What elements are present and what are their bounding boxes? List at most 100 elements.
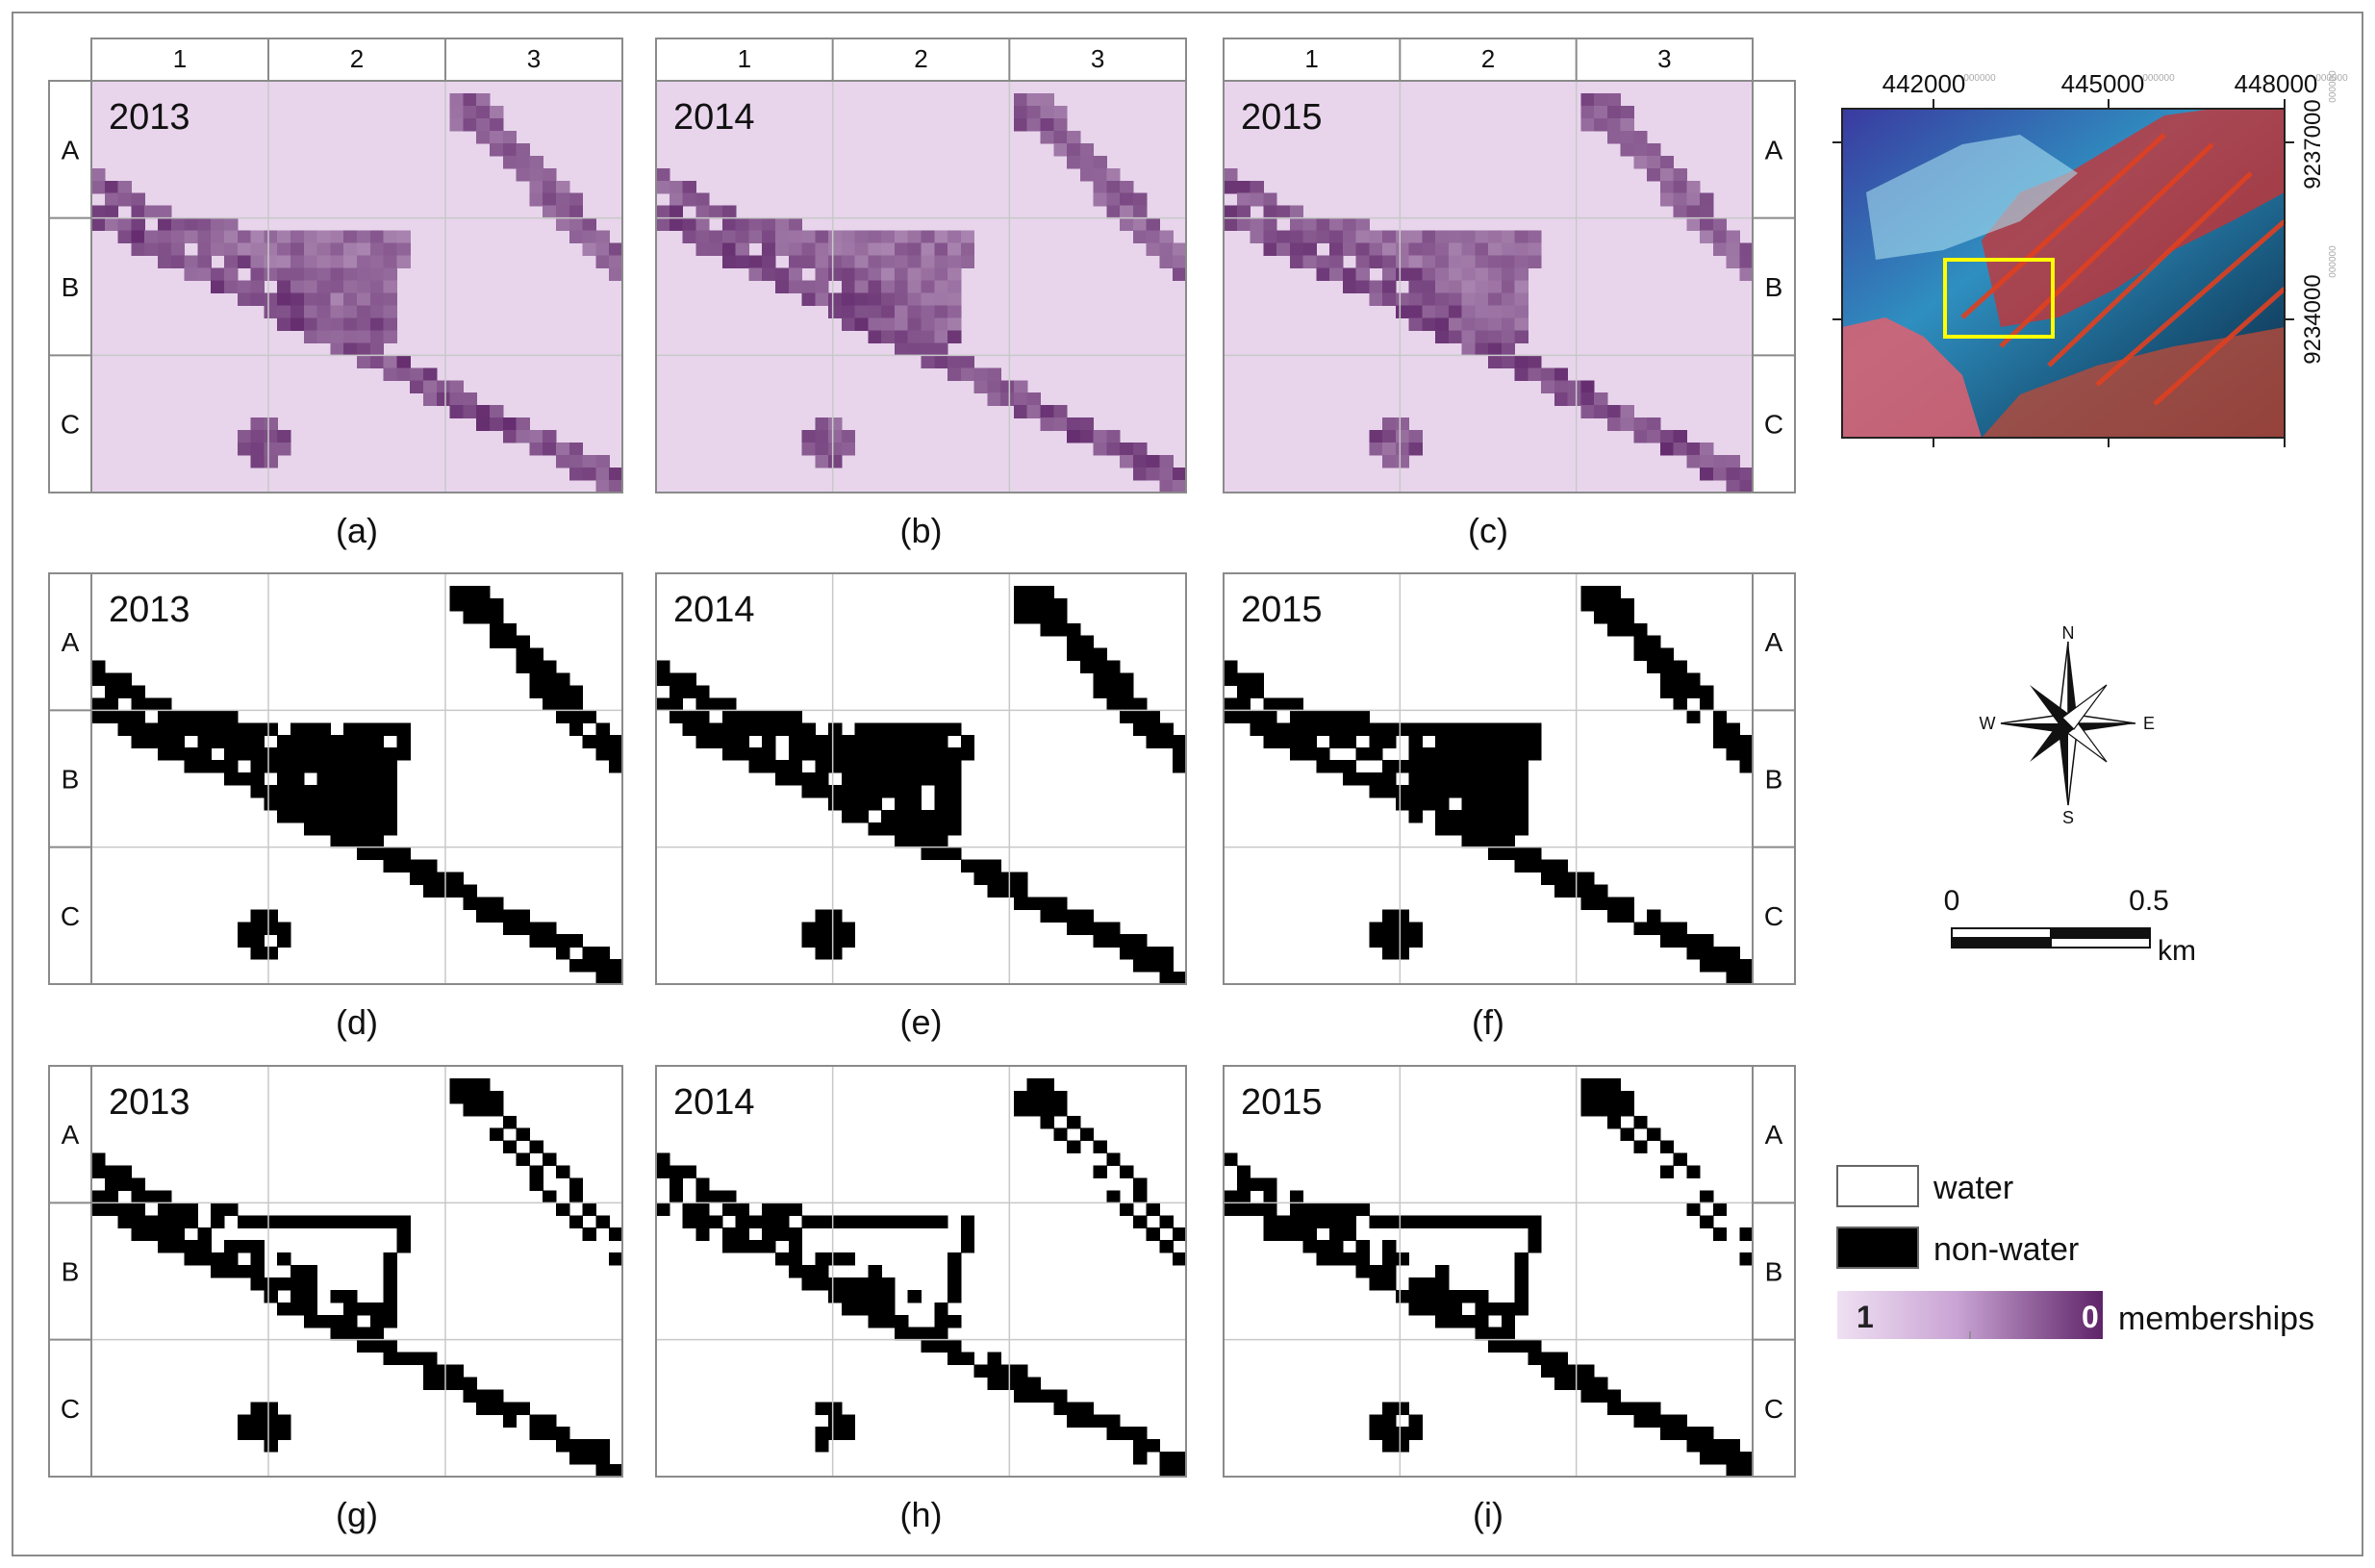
row-label: B bbox=[1765, 272, 1783, 302]
south-label: S bbox=[2062, 808, 2074, 827]
x-tick-label-1: 442000 bbox=[1882, 69, 1966, 98]
panel-f: A B C 2015 (f) bbox=[1223, 572, 1796, 1042]
location-map-frame bbox=[1841, 108, 2286, 439]
row-label: B bbox=[1765, 765, 1783, 795]
legend-membership-high: 1 bbox=[1857, 1300, 1874, 1334]
row-label: A bbox=[62, 627, 80, 657]
outer-frame bbox=[12, 12, 2363, 1556]
column-header bbox=[655, 38, 1187, 82]
location-map: 442000 000000 445000 000000 448000 00000… bbox=[1832, 69, 2348, 447]
east-label: E bbox=[2143, 714, 2155, 733]
panel-g: A B C 2013 (g) bbox=[48, 1065, 623, 1534]
panel-caption: (c) bbox=[1468, 511, 1508, 550]
panel-b: 1 2 3 2014 (b) bbox=[655, 38, 1187, 550]
x-tick-label-2: 445000 bbox=[2061, 69, 2145, 98]
compass-rose-icon bbox=[2000, 641, 2136, 806]
panel-background bbox=[1224, 1066, 1753, 1477]
scale-seg-4 bbox=[2050, 937, 2151, 948]
panel-d: A B C 2013 (d) bbox=[48, 572, 623, 1042]
grid-lines bbox=[1224, 1066, 1753, 1477]
year-label: 2013 bbox=[109, 97, 190, 138]
raster-layer bbox=[91, 92, 623, 493]
scale-bar-start: 0 bbox=[1944, 885, 1960, 917]
row-label: C bbox=[61, 901, 80, 931]
year-label: 2015 bbox=[1241, 590, 1323, 630]
x-tick-suffix-2: 000000 bbox=[2142, 73, 2175, 84]
y-tick-suffix-1: 000000 bbox=[2328, 70, 2338, 103]
raster-layer bbox=[656, 92, 1187, 493]
study-area-box bbox=[1943, 258, 2055, 339]
panel-frame bbox=[655, 572, 1187, 985]
legend-nonwater-swatch bbox=[1836, 1227, 1919, 1269]
row-label: B bbox=[62, 1257, 80, 1287]
legend-membership-label: memberships bbox=[2118, 1301, 2314, 1337]
raster-layer bbox=[1224, 1077, 1754, 1478]
year-label: 2015 bbox=[1241, 97, 1323, 138]
coast-red bbox=[1842, 317, 1982, 438]
panel-i: A B C 2015 (i) bbox=[1223, 1065, 1796, 1534]
scale-seg-2 bbox=[2050, 927, 2151, 939]
panel-caption: (e) bbox=[900, 1002, 943, 1042]
y-tick-label-1: 9237000 bbox=[2300, 99, 2326, 189]
y-tick-suffix-2: 000000 bbox=[2328, 245, 2338, 278]
year-label: 2014 bbox=[673, 590, 755, 630]
row-label: C bbox=[61, 410, 80, 440]
row-label: B bbox=[62, 765, 80, 795]
column-header bbox=[1223, 38, 1754, 82]
legend-water-label: water bbox=[1933, 1170, 2013, 1206]
y-tick-label-2: 9234000 bbox=[2300, 274, 2326, 364]
scale-bar-end: 0.5 bbox=[2129, 885, 2169, 917]
raster-layer bbox=[656, 1077, 1187, 1478]
column-label: 2 bbox=[1481, 44, 1495, 73]
scale-bar-unit: km bbox=[2158, 935, 2196, 967]
north-label: N bbox=[2062, 623, 2075, 643]
row-label: B bbox=[1765, 1257, 1783, 1287]
row-header bbox=[1752, 80, 1796, 493]
panel-caption: (f) bbox=[1472, 1002, 1504, 1042]
row-header bbox=[48, 572, 92, 985]
row-label: A bbox=[1765, 627, 1783, 657]
row-label: C bbox=[61, 1394, 80, 1424]
x-tick-suffix-1: 000000 bbox=[1963, 73, 1996, 84]
column-header bbox=[90, 38, 623, 82]
column-label: 3 bbox=[1657, 44, 1671, 73]
grid-lines bbox=[656, 573, 1186, 984]
panel-caption: (b) bbox=[900, 511, 943, 550]
year-label: 2014 bbox=[673, 97, 755, 138]
panel-c: 1 2 3 A B C 2015 (c) bbox=[1223, 38, 1796, 550]
year-label: 2013 bbox=[109, 590, 190, 630]
x-tick-label-3: 448000 bbox=[2235, 69, 2318, 98]
column-label: 3 bbox=[1091, 44, 1104, 73]
legend-membership-ramp bbox=[1837, 1291, 2103, 1339]
grid-lines bbox=[656, 81, 1186, 493]
row-label: C bbox=[1764, 901, 1783, 931]
scale-bar: 0 0.5 km bbox=[1944, 885, 2196, 967]
year-label: 2013 bbox=[109, 1082, 190, 1123]
scale-seg-1 bbox=[1951, 927, 2052, 939]
year-label: 2015 bbox=[1241, 1082, 1323, 1123]
legend: water non-water 1 0 memberships bbox=[1836, 1165, 2314, 1339]
row-label: A bbox=[1765, 135, 1783, 164]
row-header bbox=[48, 80, 92, 493]
scale-seg-3 bbox=[1951, 937, 2052, 948]
row-header bbox=[48, 1065, 92, 1478]
column-label: 1 bbox=[738, 44, 751, 73]
raster-layer bbox=[91, 1077, 623, 1478]
row-label: C bbox=[1764, 410, 1783, 440]
column-label: 1 bbox=[173, 44, 187, 73]
panel-background bbox=[91, 1066, 622, 1477]
panel-caption: (i) bbox=[1473, 1495, 1503, 1534]
x-tick-suffix-3: 000000 bbox=[2315, 73, 2348, 84]
grid-lines bbox=[91, 1066, 622, 1477]
raster-layer bbox=[91, 585, 623, 985]
column-label: 1 bbox=[1304, 44, 1318, 73]
panel-h: 2014 (h) bbox=[655, 1065, 1187, 1534]
west-label: W bbox=[1980, 714, 1996, 733]
grid-lines bbox=[656, 1066, 1186, 1477]
north-arrow: N S E W bbox=[1980, 623, 2156, 827]
legend-nonwater-label: non-water bbox=[1933, 1231, 2079, 1268]
raster-layer bbox=[1224, 585, 1754, 985]
row-label: A bbox=[62, 135, 80, 164]
panel-frame bbox=[655, 1065, 1187, 1478]
